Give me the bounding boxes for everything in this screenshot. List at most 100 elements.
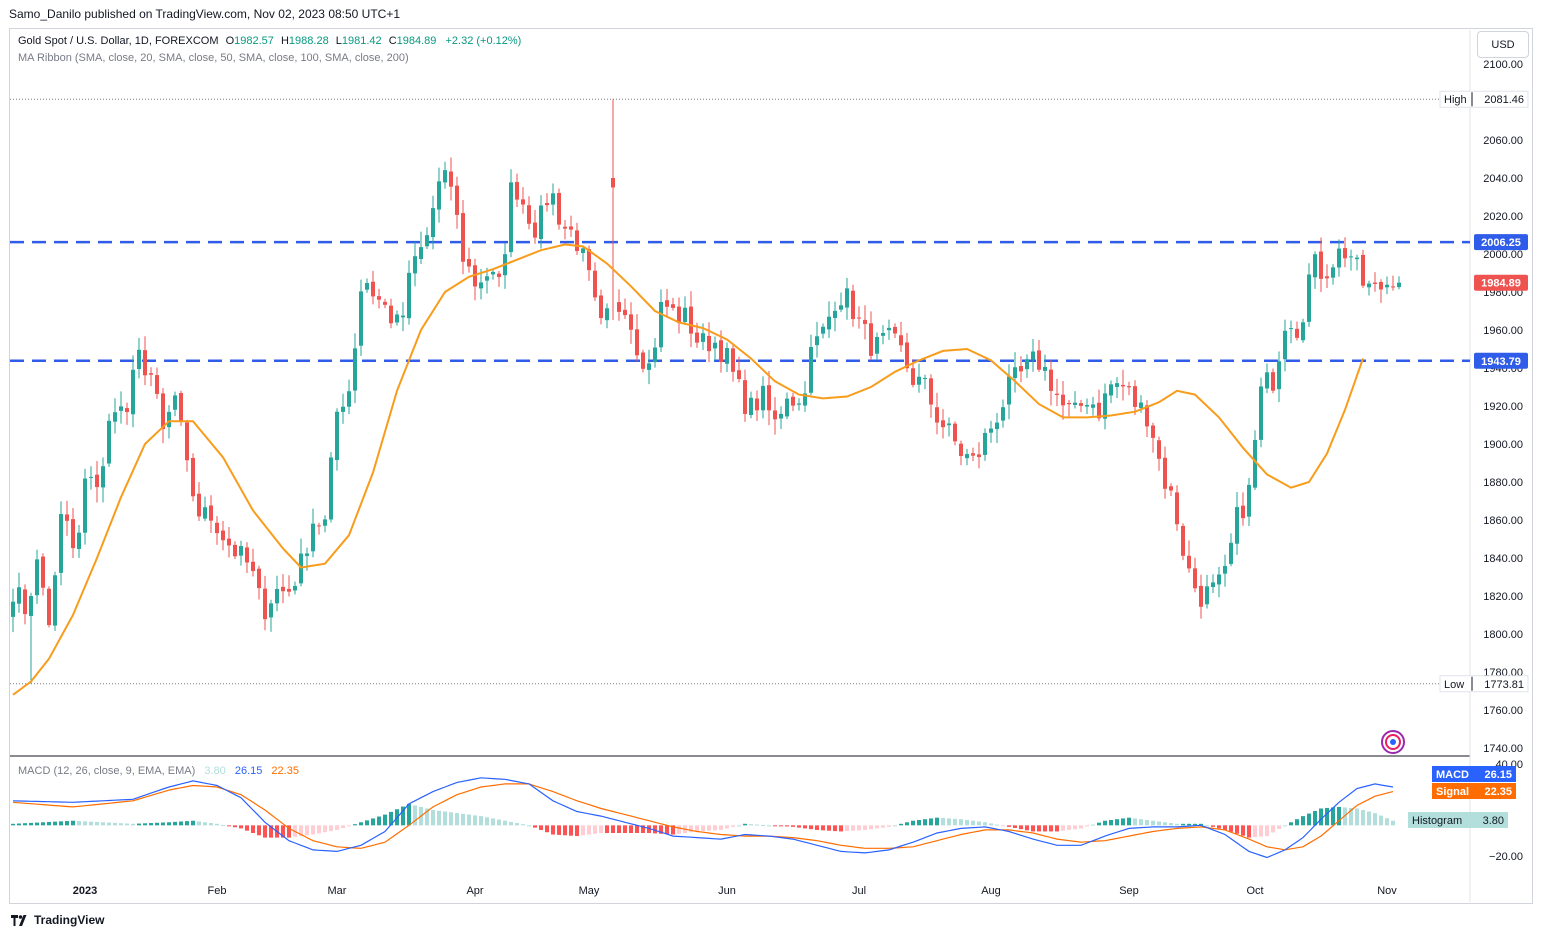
candle-body: [221, 530, 225, 541]
macd-histogram-bar: [77, 821, 81, 826]
price-tick-label: 2100.00: [1483, 59, 1523, 71]
macd-histogram-bar: [209, 823, 213, 826]
level-tag: [1474, 352, 1528, 369]
candle-body: [1331, 267, 1335, 278]
candle-body: [53, 575, 57, 626]
footer-brand-label: TradingView: [34, 913, 105, 927]
macd-histogram-bar: [233, 825, 237, 828]
price-tick-label: 1760.00: [1483, 705, 1523, 717]
candle-body: [1097, 402, 1101, 419]
macd-histogram-bar: [779, 825, 783, 827]
candle-body: [659, 301, 663, 348]
macd-histogram-bar: [959, 819, 963, 826]
candle-body: [977, 454, 981, 458]
candle-body: [419, 247, 423, 259]
macd-tag-value: 26.15: [1484, 769, 1512, 781]
candle-body: [1025, 359, 1029, 370]
candle-body: [1295, 328, 1299, 338]
candle-body: [863, 319, 867, 324]
candle-body: [131, 369, 135, 415]
candle-body: [1349, 256, 1353, 258]
candle-body: [59, 514, 63, 573]
macd-histogram-bar: [1055, 825, 1059, 832]
macd-histogram-bar: [689, 825, 693, 833]
level-tag-label: 1943.79: [1481, 356, 1521, 368]
candle-body: [797, 403, 801, 405]
candle-body: [617, 302, 621, 312]
ma-ribbon-legend[interactable]: MA Ribbon (SMA, close, 20, SMA, close, 5…: [18, 52, 409, 64]
macd-histogram-bar: [425, 808, 429, 826]
candle-body: [515, 182, 519, 200]
candle-body: [983, 432, 987, 455]
macd-histogram-bar: [1019, 825, 1023, 830]
candle-body: [491, 271, 495, 275]
macd-histogram-bar: [893, 825, 897, 827]
macd-histogram-bar: [647, 825, 651, 833]
candle-body: [245, 547, 249, 563]
candle-body: [1319, 251, 1323, 279]
candle-body: [851, 290, 855, 320]
candle-body: [521, 199, 525, 205]
macd-histogram-bar: [341, 825, 345, 829]
macd-histogram-bar: [17, 823, 21, 826]
macd-histogram-bar: [1043, 825, 1047, 832]
candle-body: [875, 336, 879, 354]
candle-body: [1157, 440, 1161, 459]
macd-histogram-bar: [281, 825, 285, 838]
high-tag-value: 2081.46: [1484, 94, 1524, 106]
macd-histogram-bar: [611, 825, 615, 833]
macd-histogram-bar: [263, 825, 267, 838]
macd-histogram-bar: [227, 825, 231, 827]
candle-body: [407, 272, 411, 319]
candle-body: [263, 588, 267, 620]
macd-histogram-bar: [1325, 807, 1329, 826]
macd-histogram-bar: [389, 811, 393, 826]
candle-body: [71, 519, 75, 549]
change-value: +2.32 (+0.12%): [445, 35, 522, 47]
candle-body: [941, 420, 945, 428]
candle-body: [281, 586, 285, 592]
macd-histogram-bar: [155, 822, 159, 826]
candle-body: [347, 391, 351, 407]
candle-body: [227, 538, 231, 546]
macd-histogram-bar: [413, 805, 417, 826]
candle-body: [1169, 486, 1173, 491]
candle-body: [1379, 281, 1383, 290]
currency-button[interactable]: USD: [1477, 31, 1529, 58]
macd-histogram-bar: [599, 825, 603, 833]
macd-histogram-bar: [431, 810, 435, 826]
macd-histogram-bar: [1355, 808, 1359, 826]
price-tick-label: 1800.00: [1483, 629, 1523, 641]
price-tick-label: 1900.00: [1483, 439, 1523, 451]
candle-body: [197, 493, 201, 517]
candle-body: [23, 589, 27, 615]
candle-body: [755, 398, 759, 411]
macd-histogram-bar: [533, 825, 537, 828]
macd-legend[interactable]: MACD (12, 26, close, 9, EMA, EMA) 3.80 2…: [18, 765, 299, 777]
candle-body: [335, 411, 339, 461]
macd-histogram-bar: [167, 822, 171, 826]
macd-histogram-bar: [917, 819, 921, 826]
candle-body: [1049, 369, 1053, 391]
macd-histogram-bar: [725, 825, 729, 829]
macd-histogram-bar: [437, 810, 441, 826]
histogram-tag-box: [1408, 812, 1508, 828]
candle-body: [1181, 525, 1185, 556]
candle-body: [545, 203, 549, 206]
symbol-legend[interactable]: Gold Spot / U.S. Dollar, 1D, FOREXCOM O1…: [18, 35, 521, 47]
macd-histogram-bar: [299, 825, 303, 837]
candle-body: [269, 603, 273, 618]
candle-body: [1121, 384, 1125, 387]
candle-body: [1031, 351, 1035, 360]
macd-histogram-bar: [1349, 807, 1353, 826]
close-value: 1984.89: [396, 35, 437, 47]
candle-body: [815, 336, 819, 346]
candle-body: [839, 305, 843, 310]
high-tag-label: High: [1444, 94, 1467, 106]
candle-body: [293, 585, 297, 591]
macd-histogram-bar: [365, 820, 369, 826]
candle-body: [1163, 457, 1167, 489]
macd-histogram-bar: [653, 825, 657, 834]
macd-histogram-bar: [1211, 825, 1215, 827]
